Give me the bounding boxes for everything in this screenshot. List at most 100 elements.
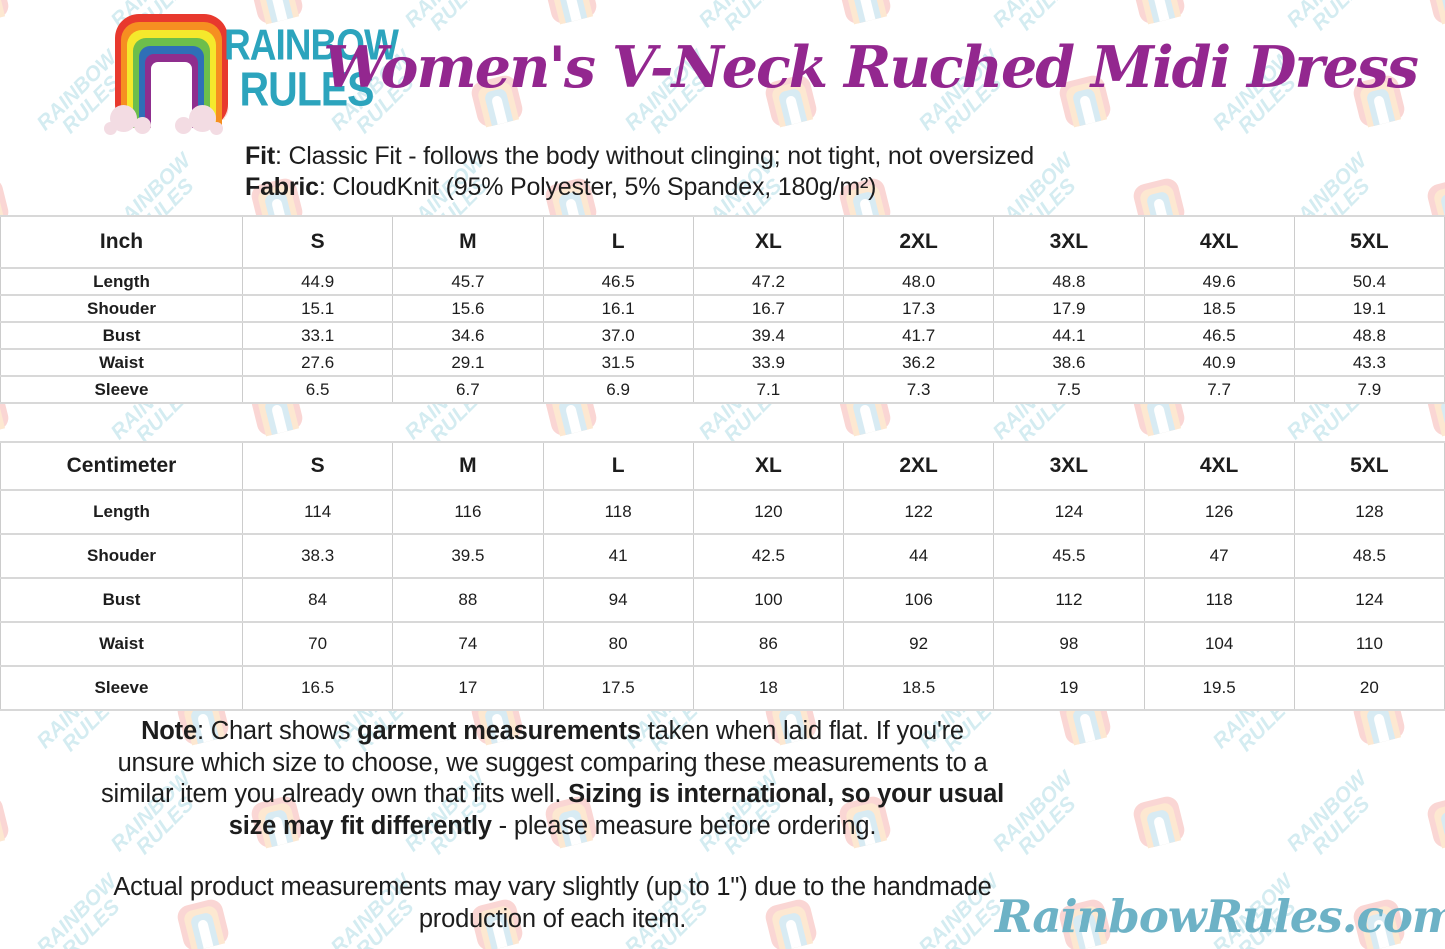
rainbow-arc-purple [145, 54, 198, 128]
emphasis-text: Fit [245, 142, 275, 170]
table-row: Sleeve 16.5 17 17.5 18 18.5 19 19.5 20 [0, 665, 1445, 711]
text-segment: : Classic Fit - follows the body without… [274, 142, 1034, 170]
measurement-cell: 86 [692, 621, 845, 667]
measurement-cell: 16.1 [542, 294, 694, 323]
row-label: Waist [0, 621, 243, 667]
measurement-cell: 48.8 [993, 267, 1145, 296]
measurement-cell: 47 [1143, 533, 1295, 579]
measurement-cell: 19 [993, 665, 1145, 711]
size-column-header: L [542, 441, 694, 491]
measurement-cell: 120 [692, 489, 845, 535]
measurement-cell: 112 [993, 577, 1145, 623]
emphasis-text: Sizing is international, so your usual s… [228, 780, 1005, 840]
centimeter-size-table: Centimeter S M L XL 2XL 3XL 4XL 5XL Length 114 116 1… [0, 441, 1445, 711]
brand-wordmark: RAINBOW RULES [224, 20, 399, 114]
measurement-cell: 7.9 [1293, 375, 1445, 404]
size-table: Inch S M L XL 2XL 3XL 4XL 5XL Length 44.9 45.7 46.5 4… [0, 215, 1445, 404]
measurement-cell: 44.9 [241, 267, 394, 296]
size-column-header: 4XL [1143, 215, 1295, 269]
note-paragraph: Note: Chart shows garment measurements t… [100, 716, 1005, 842]
measurement-cell: 44.1 [993, 321, 1145, 350]
measurement-cell: 34.6 [392, 321, 544, 350]
size-column-header: M [392, 215, 544, 269]
table-row: Waist 27.6 29.1 31.5 33.9 36.2 38.6 40.9 43.3 [0, 348, 1445, 377]
rainbow-logo-icon [110, 14, 228, 132]
table-row: Length 114 116 118 120 122 124 126 128 [0, 489, 1445, 535]
table-row: Sleeve 6.5 6.7 6.9 7.1 7.3 7.5 7.7 7.9 [0, 375, 1445, 404]
text-segment: : Chart shows [196, 717, 358, 745]
measurement-cell: 70 [241, 621, 394, 667]
table-row: Shouder 15.1 15.6 16.1 16.7 17.3 17.9 18.5 19.1 [0, 294, 1445, 323]
row-label: Bust [0, 321, 243, 350]
measurement-cell: 29.1 [392, 348, 544, 377]
measurement-cell: 49.6 [1143, 267, 1295, 296]
measurement-cell: 7.1 [692, 375, 845, 404]
emphasis-text: Note [141, 717, 197, 745]
size-table: Centimeter S M L XL 2XL 3XL 4XL 5XL Length 114 116 1… [0, 441, 1445, 711]
text-segment: Actual product measurements may vary sli… [113, 873, 992, 933]
measurement-cell: 46.5 [1143, 321, 1295, 350]
rainbow-arc-green [133, 38, 210, 128]
unit-header: Inch [0, 215, 243, 269]
measurement-cell: 27.6 [241, 348, 394, 377]
measurement-cell: 6.5 [241, 375, 394, 404]
measurement-cell: 7.3 [842, 375, 995, 404]
measurement-cell: 39.5 [392, 533, 544, 579]
measurement-cell: 118 [542, 489, 694, 535]
measurement-cell: 74 [392, 621, 544, 667]
text-segment: : CloudKnit (95% Polyester, 5% Spandex, … [318, 173, 877, 201]
measurement-cell: 40.9 [1143, 348, 1295, 377]
measurement-cell: 122 [842, 489, 995, 535]
measurement-cell: 17.3 [842, 294, 995, 323]
rainbow-arc-yellow [127, 30, 216, 128]
emphasis-text: Fabric [245, 173, 319, 201]
measurement-cell: 80 [542, 621, 694, 667]
measurement-cell: 7.7 [1143, 375, 1295, 404]
row-label: Sleeve [0, 665, 243, 711]
measurement-cell: 48.5 [1293, 533, 1445, 579]
measurement-cell: 36.2 [842, 348, 995, 377]
measurement-cell: 15.6 [392, 294, 544, 323]
measurement-cell: 94 [542, 577, 694, 623]
size-column-header: 2XL [842, 215, 995, 269]
measurement-cell: 44 [842, 533, 995, 579]
measurement-cell: 41.7 [842, 321, 995, 350]
measurement-cell: 39.4 [692, 321, 845, 350]
table-row: Shouder 38.3 39.5 41 42.5 44 45.5 47 48.5 [0, 533, 1445, 579]
measurement-cell: 118 [1143, 577, 1295, 623]
row-label: Length [0, 267, 243, 296]
size-column-header: 3XL [993, 215, 1145, 269]
measurement-cell: 19.5 [1143, 665, 1295, 711]
measurement-cell: 7.5 [993, 375, 1145, 404]
unit-header: Centimeter [0, 441, 243, 491]
measurement-cell: 92 [842, 621, 995, 667]
row-label: Shouder [0, 533, 243, 579]
measurement-cell: 16.7 [692, 294, 845, 323]
measurement-cell: 48.0 [842, 267, 995, 296]
size-column-header: 3XL [993, 441, 1145, 491]
rainbow-arc-red [115, 14, 228, 128]
row-label: Length [0, 489, 243, 535]
brand-line1: RAINBOW [224, 20, 399, 69]
sizing-notes: Note: Chart shows garment measurements t… [100, 716, 1005, 935]
measurement-cell: 50.4 [1293, 267, 1445, 296]
measurement-cell: 6.9 [542, 375, 694, 404]
measurement-cell: 17 [392, 665, 544, 711]
measurement-cell: 33.9 [692, 348, 845, 377]
table-row: Length 44.9 45.7 46.5 47.2 48.0 48.8 49.6 50.4 [0, 267, 1445, 296]
row-label: Shouder [0, 294, 243, 323]
rainbow-arc-center [151, 62, 192, 128]
size-column-header: S [241, 215, 394, 269]
measurement-cell: 18.5 [1143, 294, 1295, 323]
page-title: Women's V-Neck Ruched Midi Dress [323, 33, 1419, 101]
product-description: Fit: Classic Fit - follows the body with… [245, 141, 1034, 203]
measurement-cell: 42.5 [692, 533, 845, 579]
table-row: Bust 84 88 94 100 106 112 118 124 [0, 577, 1445, 623]
measurement-cell: 106 [842, 577, 995, 623]
measurement-cell: 46.5 [542, 267, 694, 296]
size-column-header: 4XL [1143, 441, 1295, 491]
measurement-cell: 45.5 [993, 533, 1145, 579]
size-column-header: M [392, 441, 544, 491]
